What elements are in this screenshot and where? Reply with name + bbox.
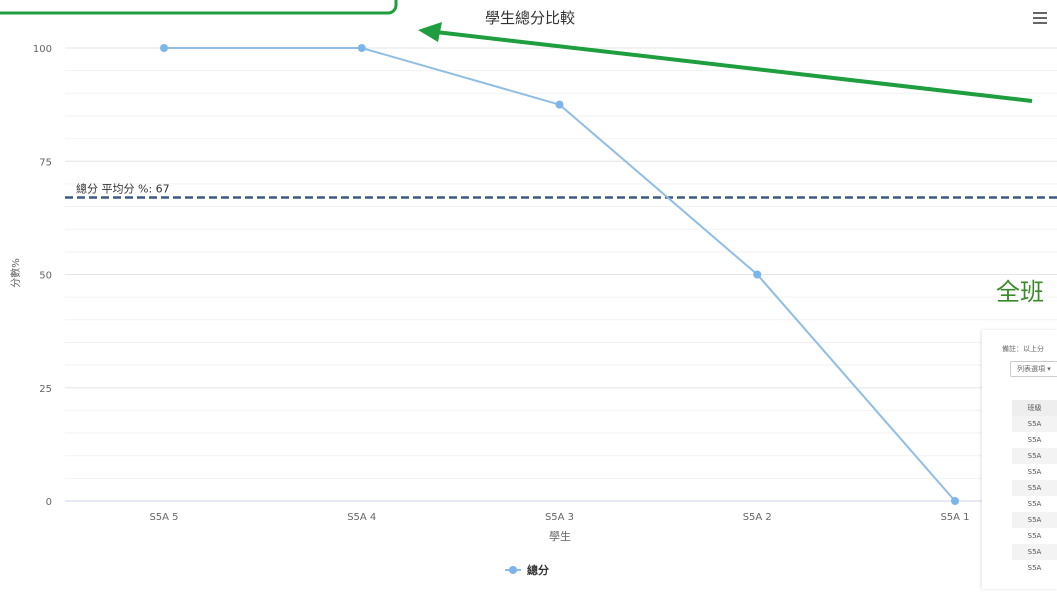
table-cell-class: S5A (1012, 464, 1057, 480)
table-cell-class: S5A (1012, 496, 1057, 512)
data-point (753, 270, 762, 279)
table-row: S5A (1012, 432, 1057, 448)
y-tick-label: 25 (39, 384, 52, 395)
x-axis-label: 學生 (549, 529, 571, 543)
column-header-class: 班級 (1012, 400, 1057, 416)
x-tick-label: S5A 5 (149, 512, 178, 523)
y-tick-label: 0 (46, 497, 52, 508)
table-cell-class: S5A (1012, 448, 1057, 464)
table-cell-class: S5A (1012, 512, 1057, 528)
table-row: S5A (1012, 448, 1057, 464)
menu-bar (1033, 17, 1047, 19)
table-row: S5A (1012, 544, 1057, 560)
data-point (555, 100, 564, 109)
x-tick-label: S5A 3 (545, 512, 574, 523)
legend-marker-symbol (509, 566, 517, 574)
table-row: S5A (1012, 512, 1057, 528)
table-row: S5A (1012, 496, 1057, 512)
table-cell-class: S5A (1012, 544, 1057, 560)
y-tick-label: 100 (33, 44, 52, 55)
list-options-select[interactable]: 列表選項 ▾ (1010, 361, 1057, 377)
table-row: S5A (1012, 464, 1057, 480)
y-tick-label: 75 (39, 157, 52, 168)
chart-title: 學生總分比較 (485, 9, 575, 27)
table-body: S5A S5A S5A S5A S5A S5A S5A S5A S5A S5A (1012, 416, 1057, 576)
table-row: S5A (1012, 480, 1057, 496)
table-cell-class: S5A (1012, 480, 1057, 496)
data-point (357, 44, 366, 52)
class-table: 班級 S5A S5A S5A S5A S5A S5A S5A S5A S5A S5A (1012, 400, 1057, 576)
table-cell-class: S5A (1012, 432, 1057, 448)
side-panel: 備註：以上分 列表選項 ▾ 班級 S5A S5A S5A S5A S5A S5A S5A S5… (982, 330, 1057, 589)
legend-label: 總分 (527, 563, 549, 577)
hamburger-menu-icon[interactable] (1033, 12, 1047, 26)
table-cell-class: S5A (1012, 416, 1057, 432)
table-header-row: 班級 (1012, 400, 1057, 416)
average-plot-line-label: 總分 平均分 %: 67 (76, 181, 170, 195)
annotation-box (0, 0, 398, 15)
annotation-arrow-shaft (435, 30, 1033, 103)
table-row: S5A (1012, 416, 1057, 432)
data-point (951, 497, 959, 505)
menu-bar (1033, 22, 1047, 24)
panel-note: 備註：以上分 (1002, 345, 1044, 353)
table-cell-class: S5A (1012, 528, 1057, 544)
x-tick-label: S5A 4 (347, 512, 376, 523)
table-row: S5A (1012, 560, 1057, 576)
overlay-heading: 全班 (996, 278, 1044, 306)
x-tick-label: S5A 2 (743, 512, 772, 523)
annotation-arrow-head (418, 22, 442, 42)
menu-bar (1033, 12, 1047, 14)
y-axis-label: 分數% (9, 258, 22, 288)
table-row: S5A (1012, 528, 1057, 544)
y-tick-label: 50 (39, 271, 52, 282)
data-point (160, 44, 168, 52)
table-cell-class: S5A (1012, 560, 1057, 576)
x-tick-label: S5A 1 (940, 512, 969, 523)
